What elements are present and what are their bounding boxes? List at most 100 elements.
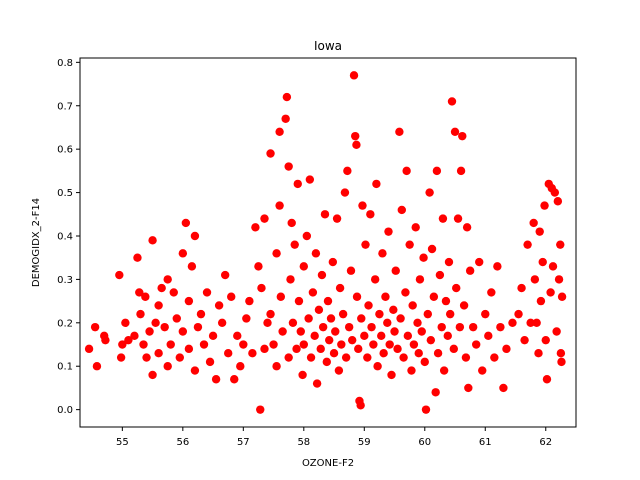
data-point-217 — [526, 318, 535, 328]
data-point-110 — [334, 366, 344, 375]
data-point-138 — [373, 362, 382, 371]
data-point-88 — [299, 340, 308, 349]
data-point-134 — [367, 322, 376, 332]
data-point-73 — [278, 327, 287, 336]
data-point-176 — [431, 388, 440, 397]
data-point-221 — [534, 349, 543, 358]
data-point-227 — [542, 375, 552, 384]
data-point-67 — [269, 340, 278, 349]
data-point-7 — [118, 340, 127, 349]
data-point-12 — [135, 288, 144, 297]
data-point-154 — [397, 205, 406, 215]
data-point-63 — [260, 344, 269, 354]
data-point-4 — [101, 335, 110, 345]
data-point-69 — [272, 362, 281, 371]
data-point-76 — [284, 162, 293, 171]
data-point-186 — [445, 309, 455, 319]
data-point-235 — [554, 275, 564, 284]
data-point-190 — [452, 283, 461, 293]
data-point-43 — [205, 357, 215, 367]
data-point-17 — [145, 327, 154, 336]
data-point-23 — [157, 283, 166, 293]
data-points — [84, 71, 567, 414]
data-point-74 — [281, 114, 290, 123]
data-point-16 — [142, 353, 151, 362]
data-point-8 — [121, 318, 130, 328]
data-point-214 — [517, 283, 526, 293]
data-point-231 — [548, 262, 558, 271]
data-point-155 — [399, 353, 408, 362]
x-tick-label: 60 — [418, 437, 431, 448]
data-point-71 — [275, 201, 284, 210]
data-point-5 — [115, 270, 124, 280]
data-point-2 — [92, 362, 102, 371]
data-point-202 — [475, 257, 484, 267]
data-point-158 — [403, 331, 413, 341]
data-point-87 — [299, 262, 308, 271]
data-point-85 — [296, 327, 305, 336]
data-point-148 — [389, 305, 398, 314]
data-point-119 — [348, 335, 357, 345]
data-point-146 — [385, 340, 394, 349]
data-point-35 — [184, 344, 194, 354]
data-point-103 — [323, 296, 333, 306]
data-point-14 — [139, 340, 148, 349]
x-tick-label: 58 — [297, 437, 310, 448]
data-point-58 — [251, 223, 260, 232]
data-point-21 — [154, 301, 163, 310]
data-point-200 — [468, 322, 478, 332]
y-tick-label: 0.3 — [57, 275, 73, 286]
data-point-29 — [172, 314, 181, 323]
data-point-34 — [184, 296, 194, 306]
data-point-75 — [282, 92, 292, 102]
x-axis-label: OZONE-F2 — [302, 458, 354, 469]
data-point-197 — [462, 223, 472, 232]
data-point-99 — [317, 270, 327, 280]
data-point-93 — [308, 288, 318, 297]
data-point-132 — [364, 301, 373, 310]
data-point-170 — [421, 405, 431, 414]
data-point-9 — [124, 335, 133, 345]
data-point-53 — [236, 362, 245, 371]
data-point-98 — [316, 344, 325, 354]
data-point-83 — [293, 179, 302, 189]
data-point-59 — [254, 262, 263, 271]
data-point-144 — [383, 318, 392, 328]
data-point-188 — [449, 344, 459, 354]
data-point-64 — [263, 318, 272, 328]
x-tick-label: 56 — [176, 437, 189, 448]
data-point-89 — [302, 231, 312, 241]
data-point-149 — [390, 327, 399, 336]
data-point-32 — [178, 249, 188, 258]
data-point-90 — [304, 314, 313, 323]
data-point-0 — [84, 344, 94, 354]
y-tick-label: 0.1 — [57, 362, 73, 373]
data-point-118 — [346, 266, 356, 275]
data-point-210 — [499, 383, 508, 393]
data-point-47 — [217, 318, 227, 328]
data-point-212 — [508, 318, 517, 328]
data-point-39 — [193, 322, 203, 332]
data-point-55 — [242, 314, 251, 323]
data-point-57 — [248, 349, 257, 358]
data-point-26 — [163, 275, 172, 284]
x-tick-label: 61 — [479, 437, 492, 448]
data-point-167 — [417, 327, 426, 336]
data-point-124 — [354, 344, 363, 354]
data-point-54 — [239, 340, 248, 349]
data-point-68 — [272, 249, 281, 258]
data-point-223 — [536, 296, 546, 306]
data-point-164 — [413, 318, 422, 328]
x-axis-ticks: 55 56 57 58 59 60 61 62 — [116, 427, 552, 448]
data-point-216 — [523, 240, 532, 249]
data-point-22 — [154, 349, 163, 358]
x-tick-label: 55 — [116, 437, 129, 448]
data-point-114 — [340, 188, 350, 197]
data-point-141 — [378, 249, 387, 258]
y-tick-label: 0.6 — [57, 145, 73, 156]
data-point-206 — [487, 288, 496, 297]
data-point-137 — [372, 179, 381, 189]
data-point-191 — [453, 214, 463, 223]
data-point-140 — [377, 331, 386, 341]
data-point-46 — [214, 301, 224, 310]
